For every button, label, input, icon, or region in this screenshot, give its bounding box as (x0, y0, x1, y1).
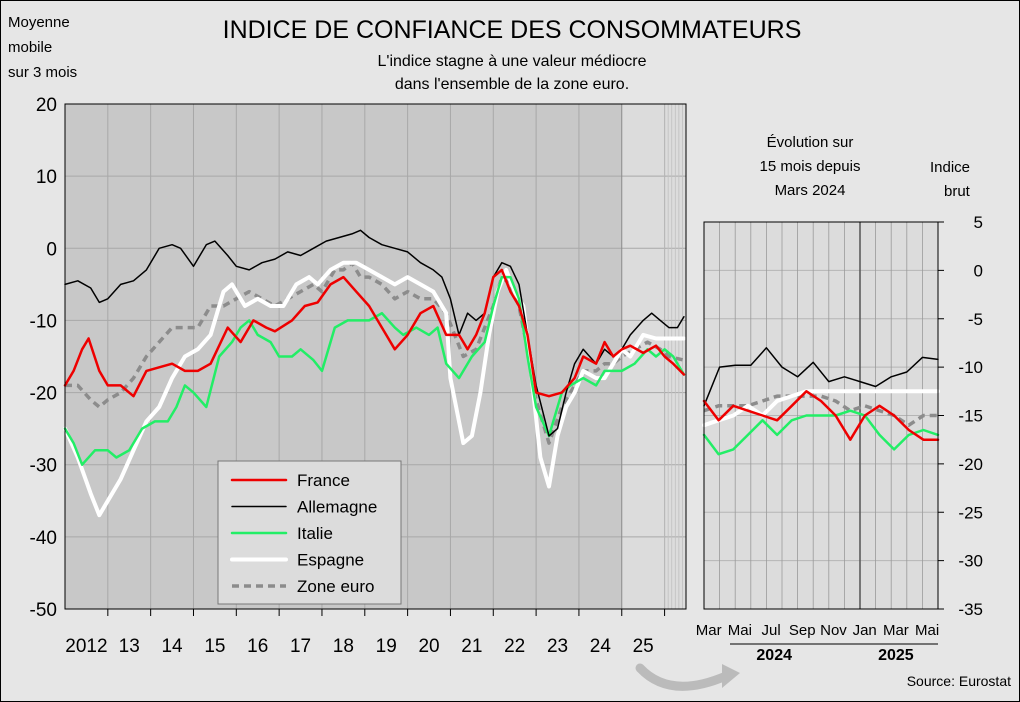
main-y-tick-label: -20 (30, 384, 57, 405)
main-y-tick-label: 20 (36, 95, 57, 116)
inset-title-line2: 15 mois depuis (760, 158, 861, 175)
main-y-tick-label: 10 (36, 167, 57, 188)
inset-y-tick-label: -25 (958, 503, 983, 522)
series-line-italie (63, 275, 686, 466)
main-x-tick-label: 21 (461, 636, 482, 657)
main-x-tick-label: 25 (633, 636, 654, 657)
main-gridlines (65, 104, 686, 609)
curved-arrow (635, 663, 731, 691)
left-axis-note-line2: mobile (8, 39, 52, 56)
legend-label-zone-euro: Zone euro (297, 577, 375, 596)
main-x-tick-label: 14 (161, 636, 183, 657)
curved-arrow-head (722, 664, 740, 688)
main-x-tick-label: 16 (247, 636, 268, 657)
chart-title: INDICE DE CONFIANCE DES CONSOMMATEURS (223, 16, 802, 44)
inset-month-label: Jan (853, 622, 877, 639)
main-plot-border (64, 103, 687, 610)
main-x-tick-label: 17 (290, 636, 311, 657)
main-x-tick-label: 24 (590, 636, 612, 657)
inset-y-tick-label: -15 (958, 407, 983, 426)
main-y-tick-label: -30 (30, 456, 57, 477)
inset-y-ticks: 5 0 -5 -10 -15 -20 -25 -30 -35 (938, 213, 983, 619)
main-y-tick-label: -50 (30, 600, 57, 621)
main-x-tick-label: 2012 (65, 636, 107, 657)
inset-series-line-allemagne (703, 347, 939, 407)
inset-month-label: Jul (761, 622, 780, 639)
inset-plot: 5 0 -5 -10 -15 -20 -25 -30 -35 Mar Mai Jul Sep Nov Ja… (696, 213, 983, 664)
inset-month-label: Mar (883, 622, 909, 639)
right-axis-note-line1: Indice (930, 159, 970, 176)
chart-subtitle-line1: L'indice stagne à une valeur médiocre (378, 53, 647, 70)
inset-month-label: Nov (820, 622, 847, 639)
inset-y-tick-label: -35 (958, 600, 983, 619)
series-line-zone-euro (65, 260, 685, 445)
inset-series-line-france (702, 390, 940, 441)
source-note: Source: Eurostat (907, 673, 1011, 689)
main-x-tick-label: 20 (418, 636, 439, 657)
inset-series-line-italie (702, 409, 940, 456)
inset-title-line1: Évolution sur (767, 134, 854, 151)
main-x-tick-label: 23 (547, 636, 568, 657)
inset-y-tick-label: -5 (968, 310, 983, 329)
inset-year-label: 2025 (878, 647, 914, 664)
main-y-tick-label: -40 (30, 528, 57, 549)
inset-y-tick-label: -20 (958, 455, 983, 474)
inset-month-label: Sep (789, 622, 816, 639)
main-x-tick-label: 19 (376, 636, 397, 657)
left-axis-note-line1: Moyenne (8, 14, 70, 31)
series-line-espagne (63, 260, 686, 518)
inset-y-tick-label: 0 (974, 261, 983, 280)
main-x-ticks: 2012 13 14 15 16 17 18 19 20 21 22 23 24 25 (65, 609, 666, 657)
inset-month-label: Mai (728, 622, 752, 639)
main-series (63, 229, 686, 518)
right-axis-note-line2: brut (944, 183, 971, 200)
legend: France Allemagne Italie Espagne Zone euro (217, 460, 402, 605)
inset-y-tick-label: -30 (958, 552, 983, 571)
main-x-tick-label: 18 (333, 636, 354, 657)
inset-series (702, 347, 940, 456)
left-axis-note-line3: sur 3 mois (8, 64, 77, 81)
main-x-tick-label: 15 (204, 636, 225, 657)
main-y-ticks: 20 10 0 -10 -20 -30 -40 -50 (30, 95, 57, 621)
inset-year-label: 2024 (756, 647, 792, 664)
legend-label-france: France (297, 471, 350, 490)
legend-label-italie: Italie (297, 524, 333, 543)
inset-y-tick-label: 5 (974, 213, 983, 232)
main-y-tick-label: -10 (30, 311, 57, 332)
main-x-tick-label: 22 (504, 636, 525, 657)
inset-plot-border (703, 221, 939, 610)
inset-y-tick-label: -10 (958, 358, 983, 377)
series-line-france (63, 268, 686, 398)
inset-month-label: Mai (915, 622, 939, 639)
legend-label-allemagne: Allemagne (297, 498, 377, 517)
chart-subtitle-line2: dans l'ensemble de la zone euro. (395, 76, 629, 93)
main-x-tick-label: 13 (119, 636, 140, 657)
inset-month-label: Mar (696, 622, 722, 639)
inset-title-line3: Mars 2024 (775, 182, 846, 199)
legend-label-espagne: Espagne (297, 551, 364, 570)
main-y-tick-label: 0 (46, 239, 57, 260)
